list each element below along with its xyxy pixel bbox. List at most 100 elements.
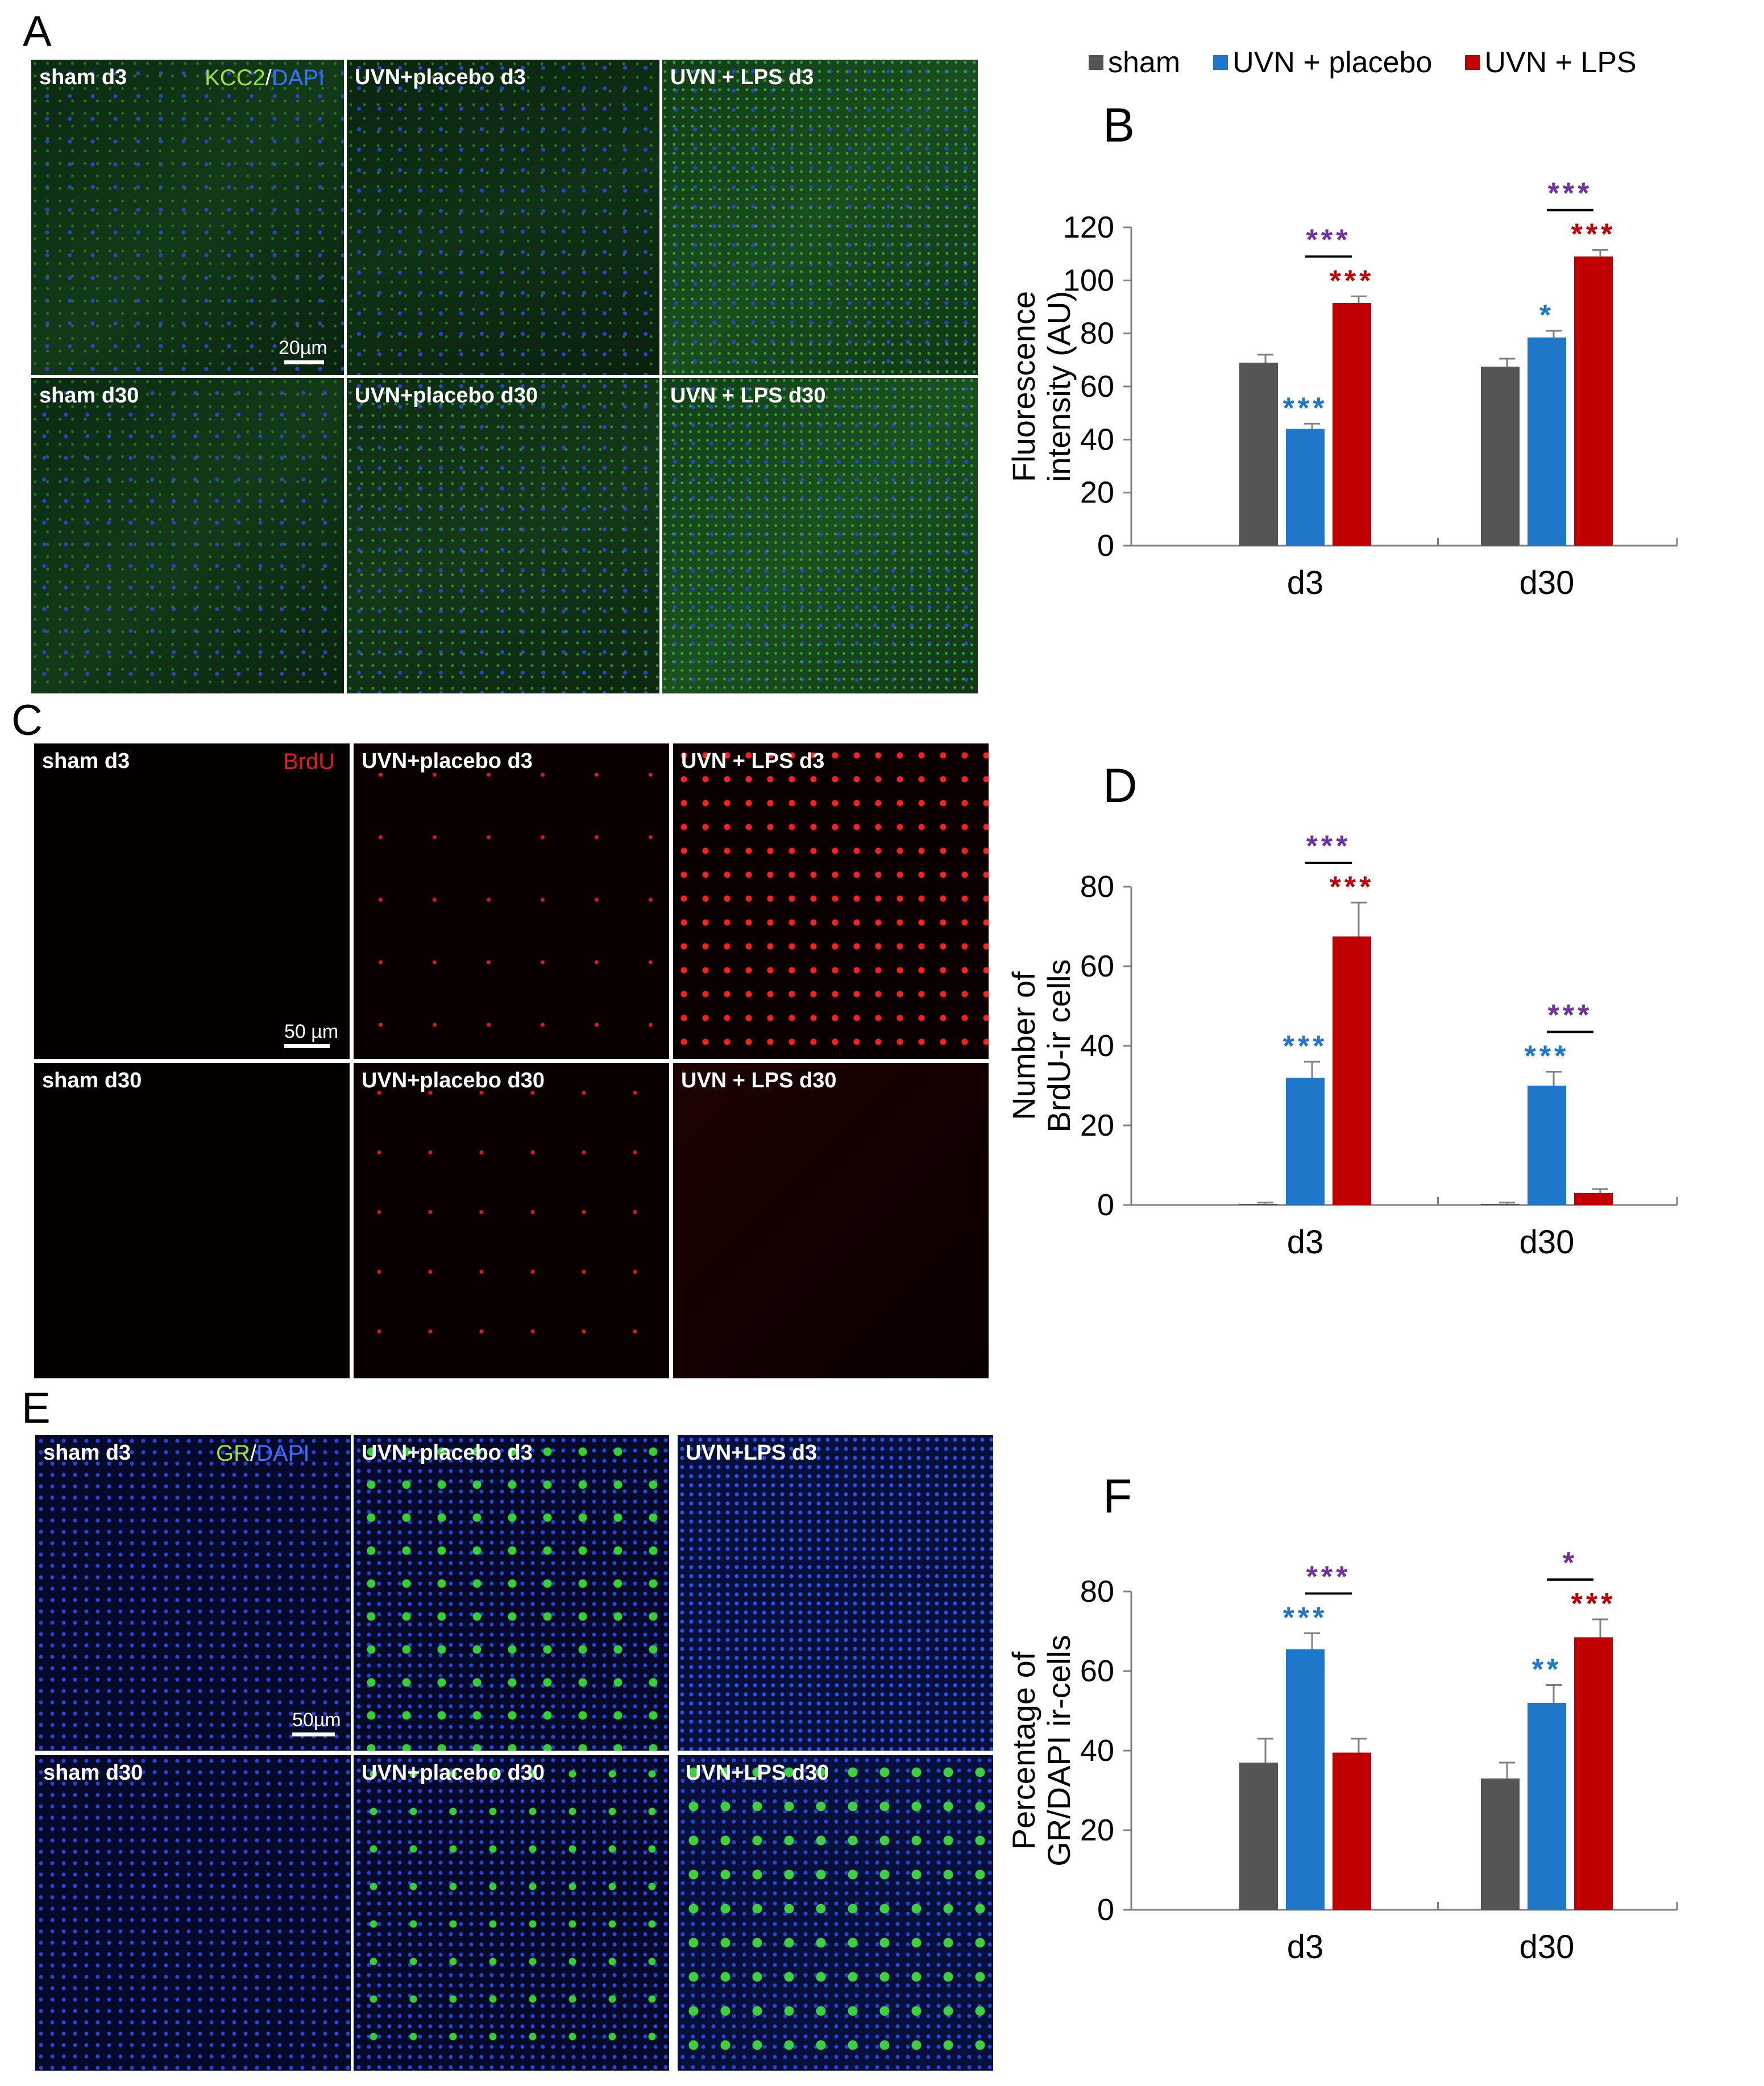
- micrograph-a-placebo-d30: UVN+placebo d30: [347, 378, 659, 693]
- micrograph-c-placebo-d30: UVN+placebo d30: [354, 1063, 669, 1378]
- micrograph-label: sham d30: [43, 1761, 143, 1785]
- micrograph-e-placebo-d30: UVN+placebo d30: [354, 1755, 669, 2071]
- chart-legend: sham UVN + placebo UVN + LPS: [1089, 45, 1637, 80]
- stain-label-brdu: BrdU: [283, 749, 335, 774]
- bar: [1333, 936, 1371, 1205]
- y-tick-label: 40: [1080, 422, 1114, 456]
- y-tick-label: 20: [1080, 1108, 1114, 1142]
- y-axis-label: Percentage of: [1006, 1651, 1041, 1850]
- bar: [1574, 1193, 1613, 1205]
- scale-bar-a-label: 20µm: [279, 337, 327, 359]
- micrograph-c-sham-d3: sham d3 BrdU 50 µm: [34, 743, 350, 1059]
- legend-label-lps: UVN + LPS: [1484, 46, 1637, 79]
- significance-stars: ***: [1330, 264, 1375, 297]
- stain-sep: /: [265, 65, 272, 90]
- micrograph-label: UVN+placebo d30: [362, 1761, 545, 1785]
- bracket-stars: ***: [1548, 177, 1593, 210]
- micrograph-label: UVN+placebo d3: [355, 65, 526, 89]
- micrograph-label: UVN + LPS d30: [670, 384, 826, 408]
- bracket-stars: ***: [1306, 1561, 1351, 1594]
- scale-bar-c-line: [284, 1044, 330, 1048]
- y-tick-label: 120: [1063, 210, 1114, 244]
- micrograph-e-lps-d30: UVN+LPS d30: [678, 1755, 993, 2071]
- stain-sep: /: [250, 1441, 257, 1466]
- y-tick-label: 60: [1080, 1654, 1114, 1688]
- legend-item-sham: sham: [1089, 45, 1180, 80]
- scale-bar-e: 50µm: [292, 1709, 341, 1736]
- significance-stars: **: [1532, 1653, 1562, 1686]
- bar: [1481, 1778, 1520, 1910]
- x-tick-label: d3: [1287, 1929, 1324, 1966]
- bar: [1286, 1078, 1325, 1205]
- y-tick-label: 100: [1063, 263, 1114, 297]
- legend-swatch-lps: [1465, 55, 1480, 70]
- legend-item-placebo: UVN + placebo: [1213, 45, 1432, 80]
- y-tick-label: 20: [1080, 1813, 1114, 1847]
- bracket-stars: ***: [1306, 830, 1351, 863]
- micrograph-e-lps-d3: UVN+LPS d3: [678, 1435, 993, 1751]
- stain-dapi: DAPI: [256, 1441, 310, 1466]
- y-tick-label: 0: [1097, 1893, 1114, 1927]
- significance-stars: ***: [1571, 218, 1616, 251]
- bar: [1286, 1649, 1325, 1910]
- y-axis-label: Fluorescence: [1006, 291, 1041, 482]
- panel-letter-c: C: [11, 696, 43, 745]
- y-axis-label: GR/DAPI ir-cells: [1041, 1635, 1077, 1867]
- micrograph-c-lps-d30: UVN + LPS d30: [673, 1063, 989, 1378]
- micrograph-label: UVN+LPS d3: [686, 1441, 817, 1465]
- bracket-stars: ***: [1548, 999, 1593, 1032]
- panel-letter-d: D: [1103, 759, 1138, 812]
- bar: [1528, 1086, 1566, 1205]
- stain-label-kcc2-dapi: KCC2/DAPI: [205, 65, 325, 91]
- bar: [1239, 363, 1278, 546]
- stain-dapi: DAPI: [271, 65, 325, 90]
- micrograph-e-placebo-d3: UVN+placebo d3: [354, 1435, 669, 1751]
- legend-label-placebo: UVN + placebo: [1232, 46, 1433, 79]
- scale-bar-a-line: [284, 360, 324, 364]
- micrograph-c-lps-d3: UVN + LPS d3: [673, 743, 989, 1059]
- micrograph-label: UVN+placebo d30: [355, 384, 538, 408]
- micrograph-c-sham-d30: sham d30: [34, 1063, 350, 1378]
- significance-stars: ***: [1571, 1588, 1616, 1620]
- legend-swatch-placebo: [1213, 55, 1228, 70]
- panel-letter-a: A: [23, 7, 52, 56]
- micrograph-c-placebo-d3: UVN+placebo d3: [354, 743, 669, 1059]
- scale-bar-a: 20µm: [279, 337, 327, 364]
- bar: [1333, 303, 1371, 546]
- significance-stars: ***: [1525, 1040, 1570, 1073]
- y-tick-label: 80: [1080, 1574, 1114, 1609]
- y-tick-label: 40: [1080, 1734, 1114, 1768]
- micrograph-label: UVN + LPS d3: [670, 65, 814, 89]
- bar: [1574, 1637, 1613, 1910]
- micrograph-label: sham d3: [42, 749, 130, 773]
- bar: [1333, 1752, 1371, 1910]
- y-tick-label: 60: [1080, 949, 1114, 983]
- micrograph-a-lps-d3: UVN + LPS d3: [662, 60, 978, 375]
- significance-stars: ***: [1283, 1602, 1328, 1635]
- bracket-stars: *: [1563, 1547, 1578, 1580]
- micrograph-label: UVN+LPS d30: [686, 1761, 829, 1785]
- panel-letter-f: F: [1103, 1469, 1132, 1523]
- micrograph-label: UVN + LPS d3: [681, 749, 825, 773]
- y-tick-label: 60: [1080, 369, 1114, 404]
- chart-b-fluorescence: 0 20 40 60 80 100 120 Fluorescence intensity (AU…: [1006, 177, 1678, 601]
- y-axis-label: BrdU-ir cells: [1041, 959, 1077, 1133]
- micrograph-a-sham-d30: sham d30: [31, 378, 344, 693]
- y-tick-label: 80: [1080, 870, 1114, 904]
- micrograph-label: UVN + LPS d30: [681, 1069, 837, 1092]
- scale-bar-c-label: 50 µm: [284, 1021, 339, 1042]
- micrograph-a-lps-d30: UVN + LPS d30: [662, 378, 978, 693]
- bracket-stars: ***: [1306, 223, 1351, 256]
- micrograph-label: sham d30: [39, 384, 139, 408]
- significance-stars: ***: [1330, 871, 1375, 904]
- significance-stars: ***: [1283, 1030, 1328, 1063]
- panel-letter-e: E: [22, 1384, 51, 1432]
- x-tick-label: d3: [1287, 564, 1324, 601]
- y-tick-label: 20: [1080, 476, 1114, 510]
- bar: [1239, 1203, 1278, 1205]
- y-axis-label: intensity (AU): [1041, 291, 1077, 482]
- micrograph-label: UVN+placebo d30: [362, 1069, 545, 1092]
- bar: [1481, 1203, 1520, 1205]
- legend-label-sham: sham: [1108, 46, 1181, 79]
